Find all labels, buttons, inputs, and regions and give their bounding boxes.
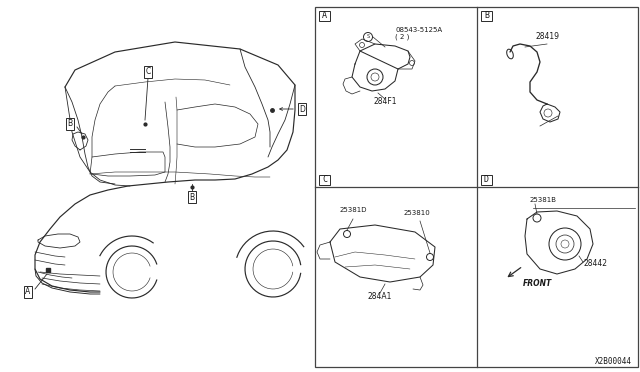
Text: 25381B: 25381B [530,197,557,203]
Text: X2B00044: X2B00044 [595,357,632,366]
Text: C: C [322,176,327,185]
Text: D: D [299,105,305,113]
Text: 284F1: 284F1 [373,97,397,106]
Text: 28442: 28442 [583,259,607,268]
Bar [315,7,638,367]
Text: D: D [484,176,489,185]
Text: B: B [484,12,489,20]
Bar [319,175,330,185]
Text: 253810: 253810 [404,210,430,216]
Bar [481,175,492,185]
Text: ( 2 ): ( 2 ) [395,33,410,39]
Text: 25381D: 25381D [339,207,367,213]
Text: FRONT: FRONT [523,279,552,288]
Text: B: B [189,192,195,202]
Text: B: B [67,119,72,128]
Text: A: A [26,288,31,296]
Bar [319,11,330,21]
Text: 28419: 28419 [535,32,559,41]
Text: 284A1: 284A1 [368,292,392,301]
Text: S: S [367,35,369,39]
Bar [481,11,492,21]
Text: A: A [322,12,327,20]
Text: 08543-5125A: 08543-5125A [395,27,442,33]
Text: C: C [145,67,150,77]
